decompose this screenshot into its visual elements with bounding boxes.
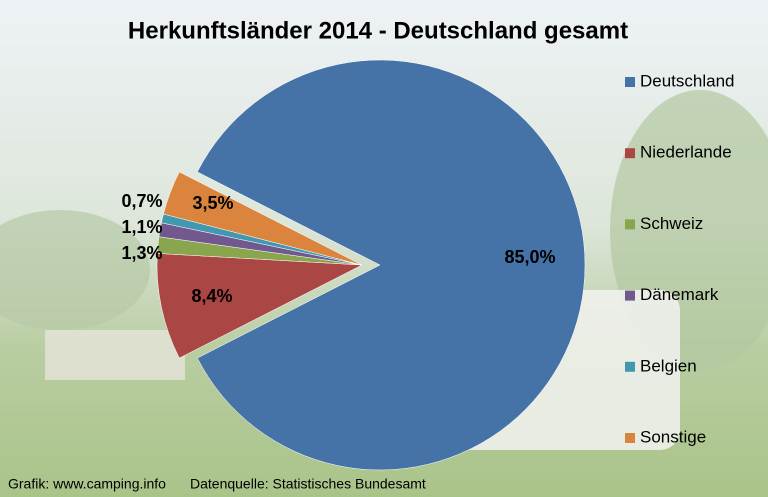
legend-label: Belgien — [640, 356, 697, 375]
legend-label: Dänemark — [640, 285, 719, 304]
legend-marker — [625, 219, 635, 230]
pie-slice — [163, 171, 363, 266]
data-label: 3,5% — [192, 193, 233, 213]
legend-marker — [625, 77, 635, 87]
legend-marker — [625, 361, 635, 372]
legend-label: Niederlande — [640, 143, 732, 162]
tree — [0, 210, 150, 330]
credit: Grafik: www.camping.info — [8, 476, 166, 492]
chart-title: Herkunftsländer 2014 - Deutschland gesam… — [128, 17, 628, 44]
pie-slice — [197, 59, 586, 471]
data-label: 1,3% — [121, 243, 162, 263]
data-label: 8,4% — [191, 286, 232, 306]
legend-label: Schweiz — [640, 214, 703, 233]
pie-slice — [156, 253, 363, 359]
legend-label: Sonstige — [640, 427, 706, 446]
data-label: 1,1% — [121, 217, 162, 237]
data-label: 85,0% — [504, 247, 555, 267]
legend-marker — [625, 148, 635, 159]
legend-marker — [625, 290, 635, 301]
legend-label: Deutschland — [640, 71, 735, 90]
data-label: 0,7% — [121, 191, 162, 211]
source: Datenquelle: Statistisches Bundesamt — [190, 476, 426, 492]
legend-marker — [625, 433, 635, 443]
caravan — [45, 330, 185, 380]
